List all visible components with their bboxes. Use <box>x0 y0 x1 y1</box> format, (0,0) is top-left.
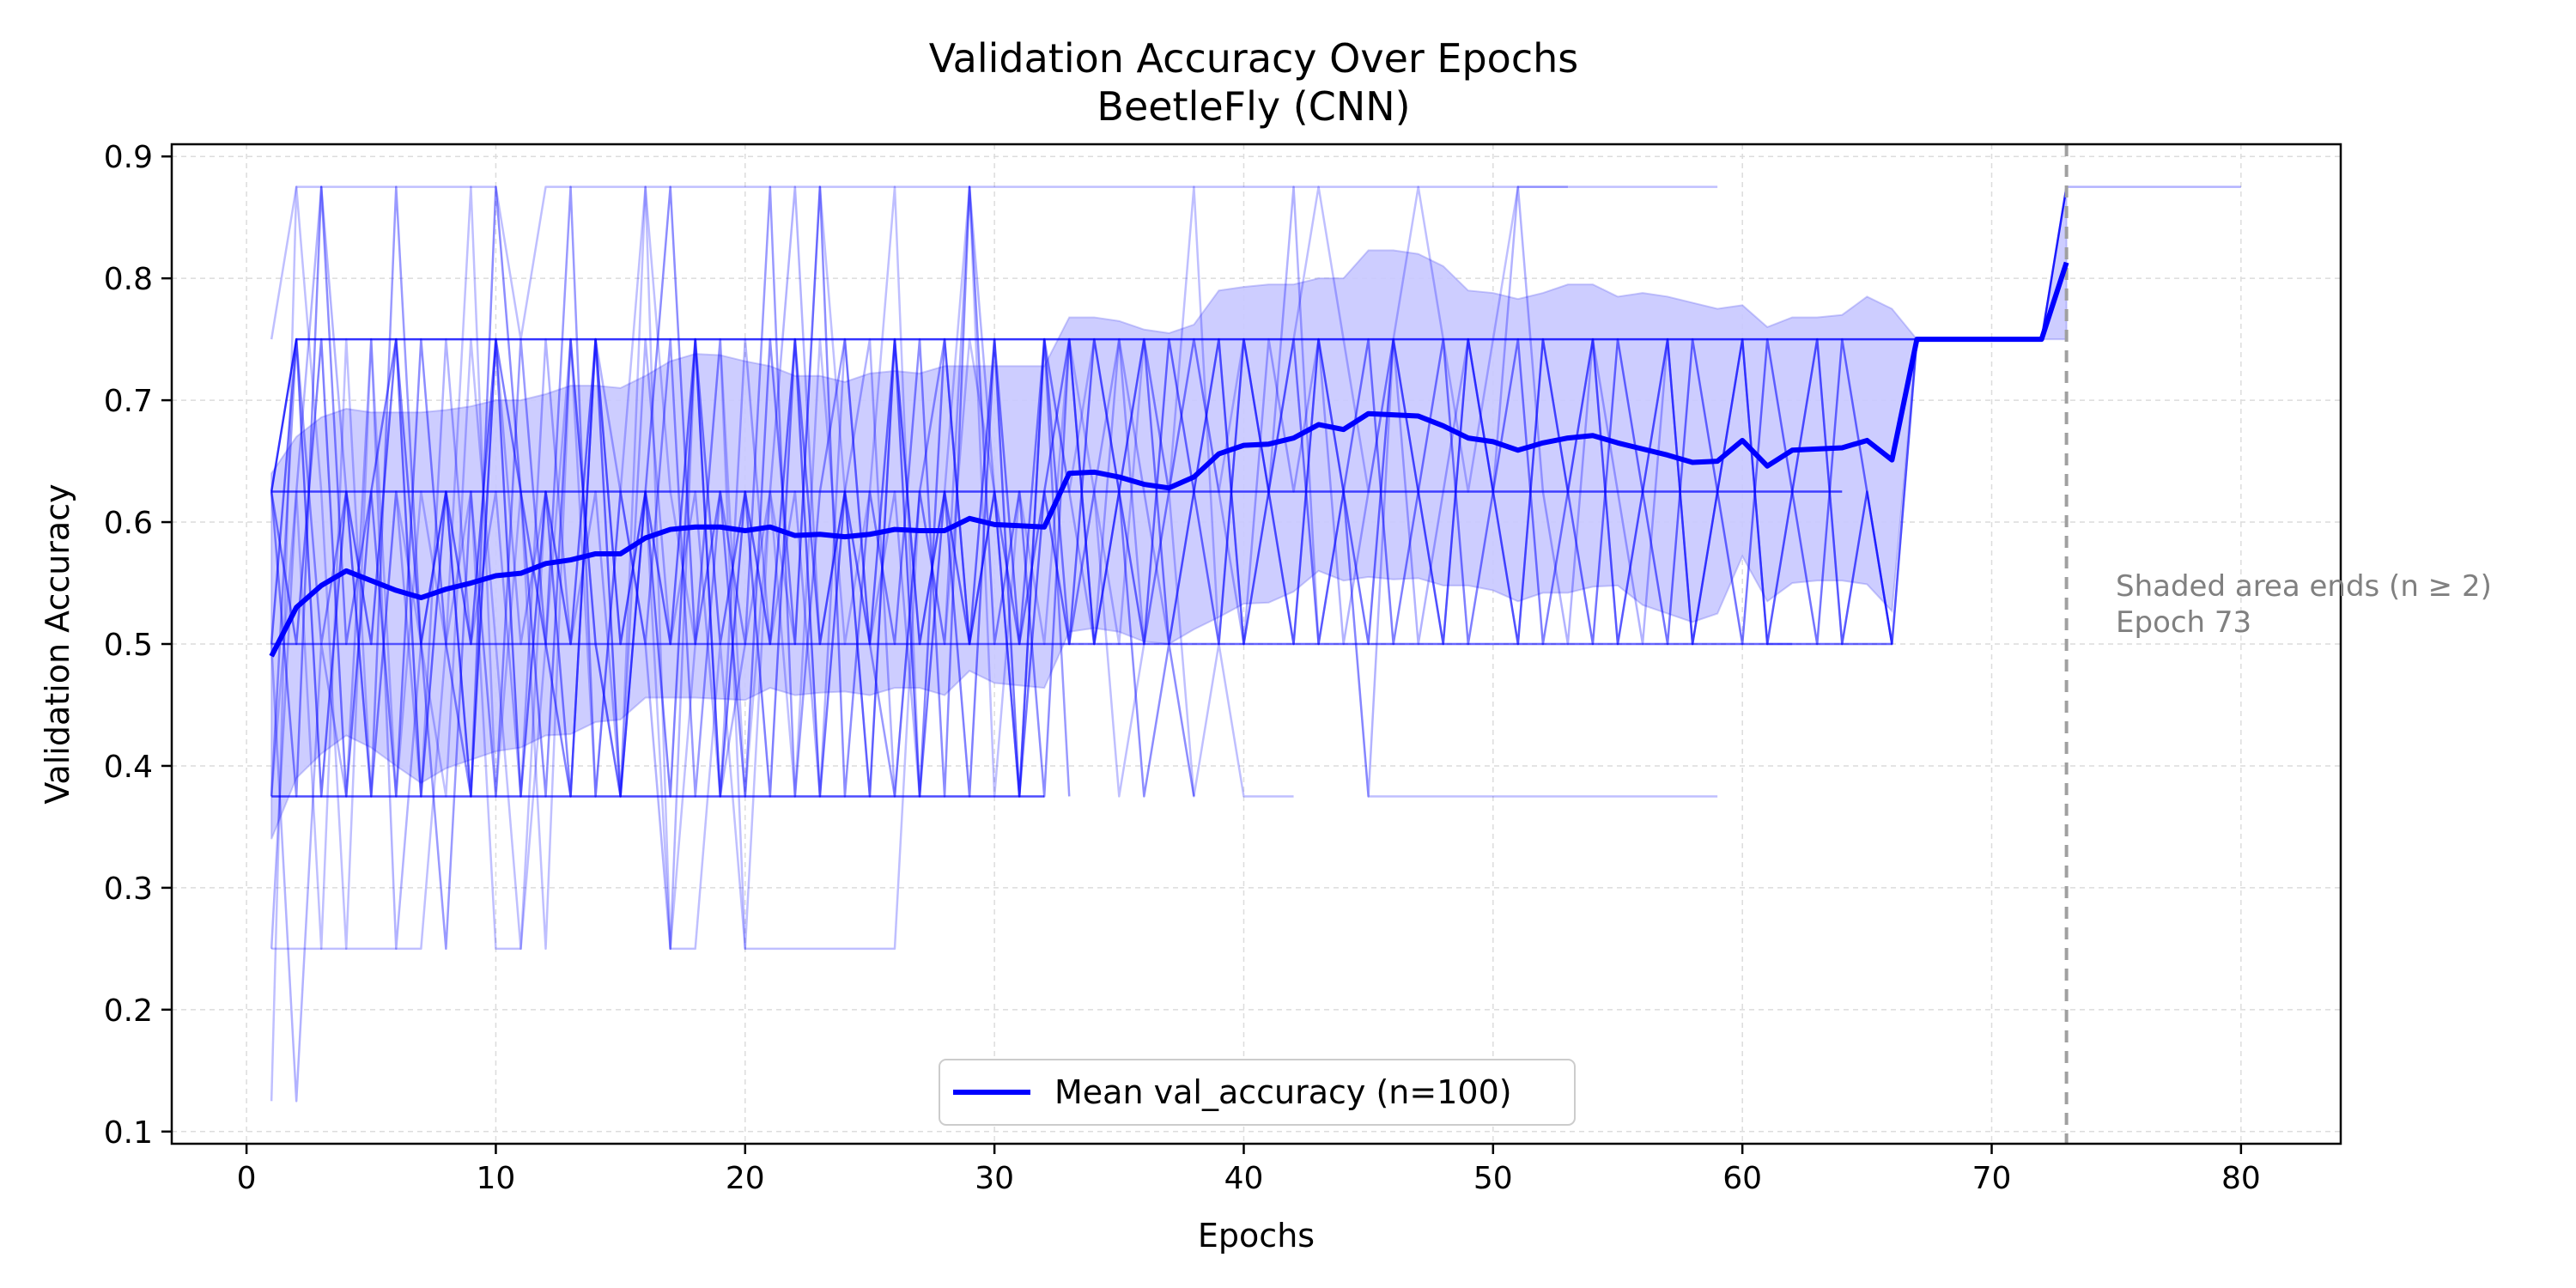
legend-label: Mean val_accuracy (n=100) <box>1054 1073 1512 1111</box>
y-tick-label: 0.6 <box>104 506 153 541</box>
y-tick-label: 0.8 <box>104 262 153 297</box>
x-tick-label: 80 <box>2221 1161 2261 1196</box>
run-line <box>271 185 1568 951</box>
y-axis-ticks: 0.1 0.2 0.3 0.4 0.5 0.6 0.7 0.8 0.9 <box>104 140 172 1151</box>
run-line <box>270 185 1793 1103</box>
y-tick-label: 0.4 <box>104 750 153 785</box>
legend-box <box>939 1059 1576 1126</box>
x-tick-label: 30 <box>975 1161 1014 1196</box>
x-tick-label: 70 <box>1972 1161 2012 1196</box>
x-tick-label: 10 <box>477 1161 516 1196</box>
y-tick-label: 0.2 <box>104 993 153 1029</box>
run-line <box>270 185 1718 951</box>
x-tick-label: 50 <box>1473 1161 1513 1196</box>
run-line <box>270 337 1893 798</box>
y-tick-label: 0.5 <box>104 628 153 663</box>
x-tick-label: 60 <box>1722 1161 1762 1196</box>
mean-line <box>269 261 2069 658</box>
individual-runs-layer <box>270 185 2241 1103</box>
x-axis-label: Epochs <box>1198 1217 1315 1255</box>
annotation-line-2: Epoch 73 <box>2116 605 2251 640</box>
annotation-line-1: Shaded area ends (n ≥ 2) <box>2116 569 2492 604</box>
run-line <box>270 185 1294 1102</box>
y-tick-label: 0.3 <box>104 872 153 907</box>
legend: Mean val_accuracy (n=100) <box>939 1059 1576 1126</box>
chart-title: Validation Accuracy Over Epochs <box>929 35 1578 82</box>
run-line <box>270 185 1071 951</box>
y-axis-label: Validation Accuracy <box>39 483 76 804</box>
y-tick-label: 0.7 <box>104 384 153 419</box>
x-tick-label: 0 <box>237 1161 257 1196</box>
x-axis-ticks: 0 10 20 30 40 50 60 70 80 <box>237 1144 2261 1196</box>
x-tick-label: 40 <box>1224 1161 1264 1196</box>
y-tick-label: 0.1 <box>104 1115 153 1151</box>
y-tick-label: 0.9 <box>104 140 153 175</box>
chart-subtitle: BeetleFly (CNN) <box>1097 83 1410 130</box>
mean-line-layer <box>269 261 2069 658</box>
x-tick-label: 20 <box>726 1161 765 1196</box>
run-line <box>270 185 1718 341</box>
